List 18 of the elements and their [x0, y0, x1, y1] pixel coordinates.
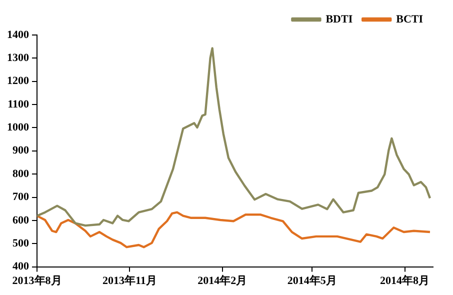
y-tick-label: 1000	[7, 122, 30, 134]
y-tick-label: 1300	[7, 52, 30, 64]
x-tick-label: 2013年8月	[12, 274, 62, 288]
y-tick-label: 400	[12, 260, 30, 273]
y-tick-label: 800	[12, 168, 30, 180]
y-tick-label: 1200	[7, 75, 30, 88]
y-tick-label: 900	[12, 144, 30, 157]
x-tick-label: 2013年11月	[102, 274, 157, 288]
y-tick-label: 1100	[8, 98, 30, 110]
y-tick-label: 1400	[7, 28, 30, 41]
y-tick-label: 700	[12, 191, 30, 204]
x-tick-label: 2014年8月	[380, 274, 430, 288]
legend-label: BCTI	[396, 13, 424, 26]
x-tick-label: 2014年5月	[287, 274, 337, 288]
y-tick-label: 600	[12, 214, 30, 226]
y-tick-label: 500	[12, 237, 30, 250]
legend-label: BDTI	[326, 13, 353, 26]
x-tick-label: 2014年2月	[198, 274, 248, 288]
